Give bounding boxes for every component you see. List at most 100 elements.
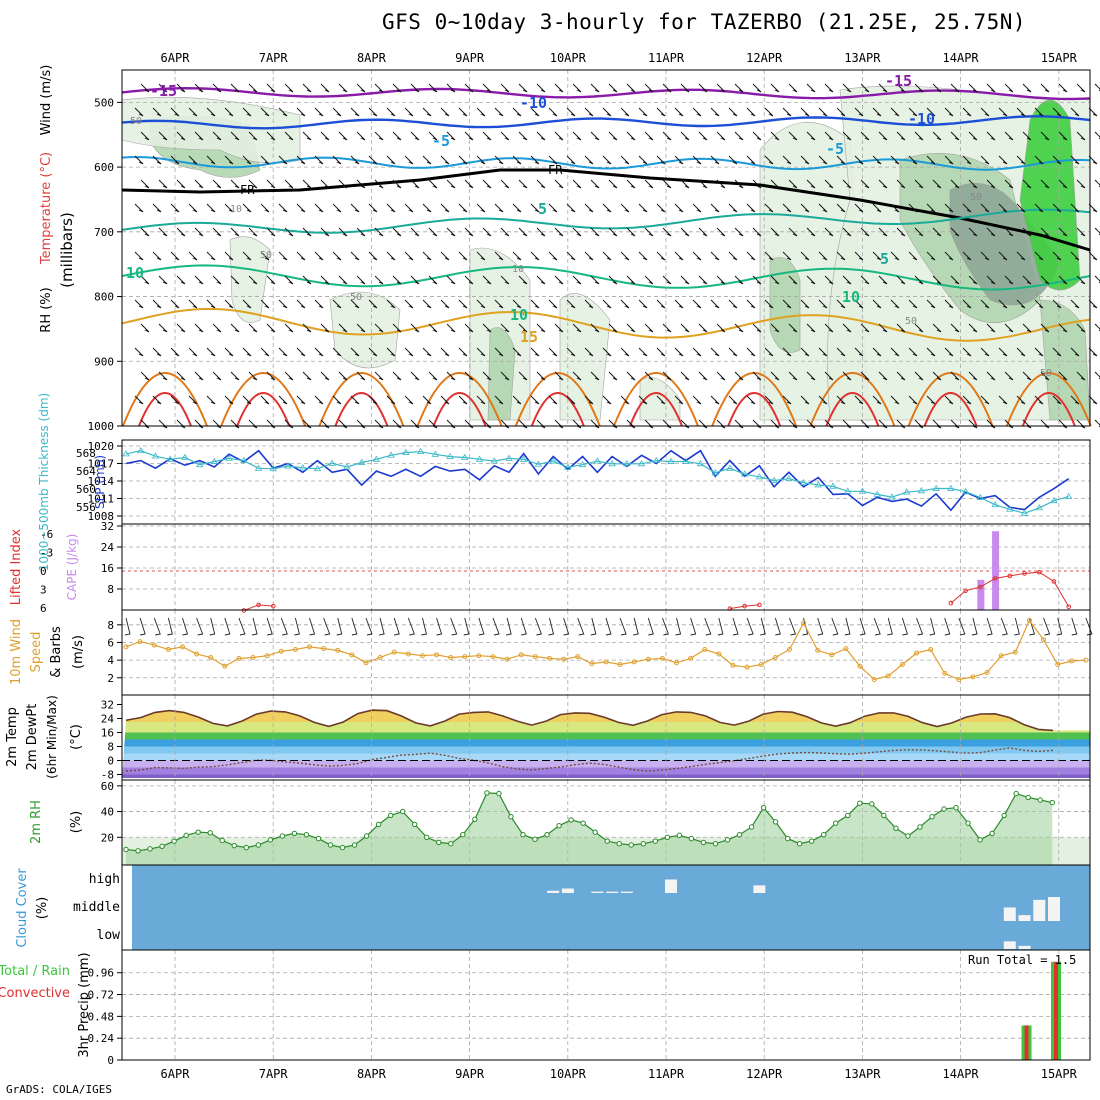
wind-barb xyxy=(518,371,528,381)
rh-area xyxy=(126,792,1053,865)
wind-barb-10m xyxy=(944,617,951,636)
wind-barb xyxy=(1094,179,1100,188)
wind-barb xyxy=(980,347,990,357)
rh-point xyxy=(1037,797,1043,803)
wind-barb xyxy=(368,107,378,117)
rh-point xyxy=(640,841,646,847)
wind-barb xyxy=(698,179,708,189)
wind-barb xyxy=(698,419,708,429)
x-tick-label-top: 6APR xyxy=(161,51,191,65)
wind-barb xyxy=(302,227,312,237)
wind-barb xyxy=(764,251,774,261)
wind-speed-point xyxy=(984,669,990,675)
rh-contour-label: 10 xyxy=(230,204,242,215)
wind-barb xyxy=(206,155,216,165)
thickness-point xyxy=(696,460,705,467)
wind-barb xyxy=(176,179,186,189)
wind-speed-point xyxy=(476,653,482,659)
wind-barb xyxy=(428,275,438,285)
wind-barb xyxy=(230,371,240,381)
wind-barb xyxy=(242,107,252,117)
wind-barb xyxy=(980,299,990,309)
wind-speed-point xyxy=(815,647,821,653)
wind-barb xyxy=(626,227,636,237)
thickness-point xyxy=(181,453,189,460)
wind-barb xyxy=(1022,131,1032,141)
wind-barb xyxy=(1094,419,1100,428)
wind-barb xyxy=(602,107,612,117)
cape-bar xyxy=(977,579,985,610)
wind-barb xyxy=(716,83,726,93)
wind-barb xyxy=(320,371,330,381)
rh2m-axis-label: 2m RH xyxy=(29,800,44,844)
wind-barb xyxy=(680,83,690,93)
wind-barb xyxy=(1040,227,1050,237)
rh-point xyxy=(147,846,153,852)
wind-barb xyxy=(536,275,546,285)
rh-point xyxy=(375,821,382,828)
wind-barb xyxy=(872,347,882,357)
x-tick-label-bottom: 12APR xyxy=(746,1067,783,1081)
wind-barb xyxy=(944,155,954,165)
wind-barb xyxy=(572,179,582,189)
wind-barb xyxy=(536,419,546,429)
x-tick-label-bottom: 14APR xyxy=(943,1067,980,1081)
wind-barb xyxy=(662,131,672,141)
wind-barb xyxy=(194,179,204,189)
wind-barb xyxy=(152,155,162,165)
thickness-point xyxy=(299,464,307,471)
wind-barb xyxy=(518,227,528,237)
wind-barb xyxy=(1088,395,1098,405)
wind-barb xyxy=(926,107,936,117)
tick-label: 24 xyxy=(101,713,115,726)
wind-barb xyxy=(854,395,864,405)
wind-barb xyxy=(734,275,744,285)
wind-barb xyxy=(896,83,906,93)
wind-barb xyxy=(608,323,618,333)
wind-barb xyxy=(950,371,960,381)
wind-barb xyxy=(548,155,558,165)
wind-barb-10m xyxy=(929,617,936,636)
wind-barb xyxy=(152,251,162,261)
wind-barb xyxy=(854,203,864,213)
wind-barb xyxy=(134,347,144,357)
thickness-point xyxy=(785,474,793,482)
thickness-point xyxy=(593,457,602,464)
rh-point xyxy=(123,846,129,853)
wind-barb xyxy=(926,299,936,309)
wind-barb xyxy=(710,395,720,405)
wind-barb xyxy=(638,395,648,405)
thickness-point xyxy=(947,484,955,491)
wind-barb xyxy=(224,251,234,261)
wind-speed-point xyxy=(518,652,524,658)
wind-barb xyxy=(806,371,816,381)
thickness-point xyxy=(446,452,454,459)
wind-barb xyxy=(656,395,666,405)
wind-barb xyxy=(680,371,690,381)
thickness-point xyxy=(991,500,999,508)
wind-barb xyxy=(710,155,720,165)
wind-barb xyxy=(602,395,612,405)
wind-barb xyxy=(1034,203,1044,213)
wind-barb xyxy=(914,83,924,93)
wind-barb xyxy=(1040,371,1050,381)
wind-speed-point xyxy=(448,654,454,660)
wind-barb xyxy=(788,227,798,237)
wind-barb xyxy=(548,107,558,117)
thickness-point xyxy=(740,470,749,477)
wind-barb xyxy=(134,299,144,309)
wind-barb xyxy=(890,347,900,357)
wind-barb-10m xyxy=(463,617,470,636)
temp-contour-20 xyxy=(613,372,699,427)
temp-contour-label: 10 xyxy=(126,264,144,282)
rh-point xyxy=(989,830,995,837)
wind-speed-point xyxy=(829,652,835,658)
wind-barb xyxy=(590,275,600,285)
wind-barb xyxy=(980,107,990,117)
wind-barb xyxy=(134,155,144,165)
rh-point xyxy=(628,842,634,848)
wind-barb xyxy=(716,179,726,189)
wind-barb xyxy=(962,347,972,357)
wind-barb xyxy=(932,275,942,285)
wind-barb xyxy=(602,299,612,309)
